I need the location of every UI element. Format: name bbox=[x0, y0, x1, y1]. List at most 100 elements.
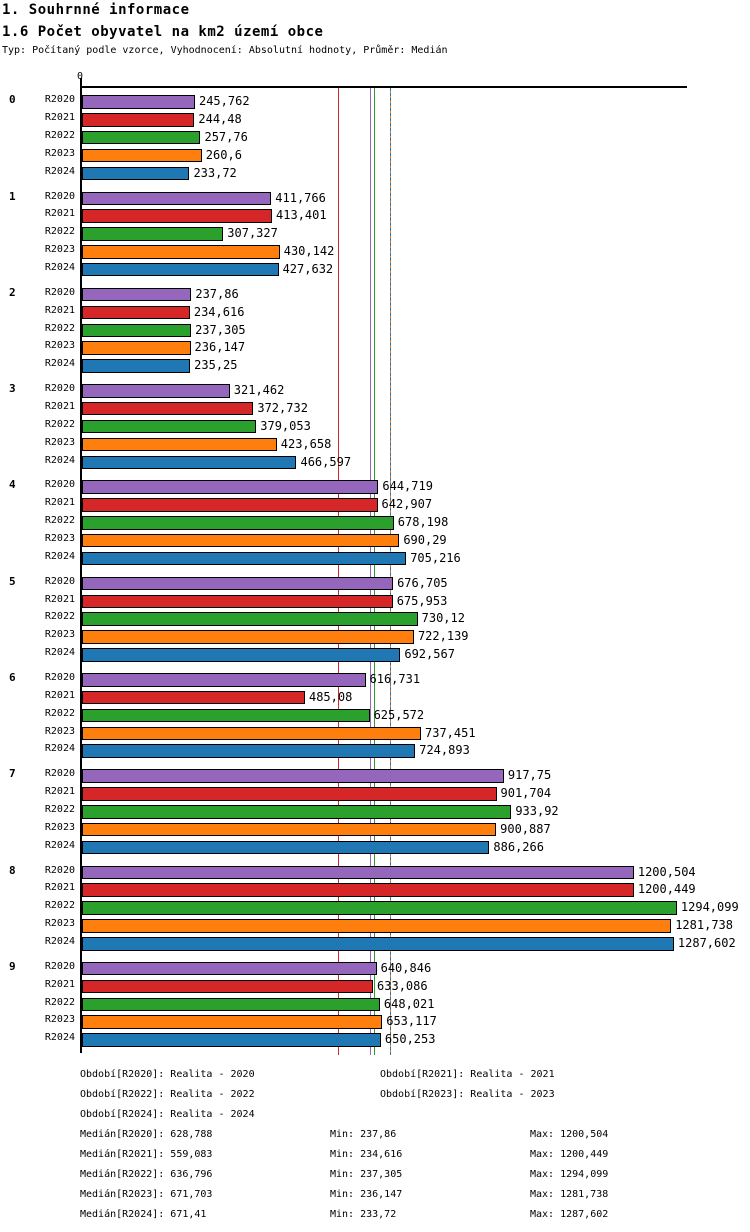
bar-9-r2024 bbox=[82, 1033, 381, 1047]
footer-max-label: Max: 1200,449 bbox=[530, 1149, 609, 1160]
series-label-r2023: R2023 bbox=[44, 147, 75, 159]
bar-4-r2023 bbox=[82, 533, 400, 548]
series-label-r2024: R2024 bbox=[44, 261, 75, 273]
bar-value-label: 633,086 bbox=[377, 978, 428, 993]
bar-value-label: 260,6 bbox=[205, 147, 242, 162]
bar-0-r2024 bbox=[82, 166, 190, 181]
bar-1-r2024 bbox=[82, 262, 279, 277]
bar-8-r2022 bbox=[82, 901, 677, 915]
bar-value-label: 427,632 bbox=[282, 261, 334, 276]
bar-value-label: 485,08 bbox=[308, 689, 353, 704]
bar-value-label: 1200,449 bbox=[637, 882, 696, 897]
series-label-r2024: R2024 bbox=[44, 1032, 75, 1044]
bar-value-label: 737,451 bbox=[425, 725, 476, 740]
footer-median-label: Medián[R2021]: 559,083 bbox=[80, 1149, 213, 1160]
bar-8-r2020 bbox=[82, 865, 634, 880]
bar-6-r2023 bbox=[82, 726, 421, 741]
bar-4-r2022 bbox=[82, 516, 394, 530]
footer-median-label: Medián[R2022]: 636,796 bbox=[80, 1169, 213, 1180]
median-line-r2021 bbox=[338, 88, 340, 1055]
bar-4-r2021 bbox=[82, 498, 378, 512]
series-label-r2021: R2021 bbox=[44, 593, 75, 605]
series-label-r2023: R2023 bbox=[44, 821, 75, 833]
series-label-r2020: R2020 bbox=[44, 190, 75, 202]
bar-value-label: 933,92 bbox=[515, 804, 559, 818]
series-label-r2022: R2022 bbox=[44, 900, 75, 912]
series-label-r2024: R2024 bbox=[44, 454, 75, 466]
bar-3-r2021 bbox=[82, 401, 254, 416]
bar-9-r2021 bbox=[82, 979, 374, 994]
series-label-r2023: R2023 bbox=[44, 436, 75, 448]
bar-value-label: 236,147 bbox=[194, 340, 246, 355]
group-label-8: 8 bbox=[9, 863, 16, 877]
bar-2-r2020 bbox=[82, 287, 192, 302]
bar-value-label: 237,86 bbox=[195, 286, 239, 301]
footer-max-label: Max: 1200,504 bbox=[530, 1129, 609, 1140]
footer-period-label: Období[R2020]: Realita - 2020 bbox=[80, 1069, 255, 1080]
footer-min-label: Min: 237,305 bbox=[330, 1169, 403, 1180]
footer-median-label: Medián[R2024]: 671,41 bbox=[80, 1209, 207, 1220]
series-label-r2023: R2023 bbox=[44, 244, 75, 256]
bar-5-r2021 bbox=[82, 594, 393, 609]
bar-value-label: 917,75 bbox=[507, 768, 552, 783]
series-label-r2020: R2020 bbox=[44, 672, 75, 683]
bar-6-r2024 bbox=[82, 744, 416, 758]
bar-value-label: 678,198 bbox=[397, 515, 449, 530]
bar-8-r2021 bbox=[82, 883, 634, 897]
bar-value-label: 692,567 bbox=[404, 647, 455, 662]
bar-value-label: 722,139 bbox=[417, 629, 469, 644]
bar-2-r2023 bbox=[82, 341, 191, 355]
bar-value-label: 1281,738 bbox=[675, 918, 733, 933]
bar-value-label: 705,216 bbox=[410, 550, 461, 565]
group-label-3: 3 bbox=[9, 382, 16, 396]
bar-value-label: 234,616 bbox=[193, 304, 245, 319]
bar-value-label: 423,658 bbox=[280, 436, 332, 451]
bar-6-r2022 bbox=[82, 708, 370, 723]
series-label-r2021: R2021 bbox=[44, 497, 75, 509]
page-title: 1. Souhrnné informace bbox=[2, 2, 190, 18]
series-label-r2021: R2021 bbox=[44, 304, 75, 316]
series-label-r2020: R2020 bbox=[44, 94, 75, 106]
series-label-r2020: R2020 bbox=[44, 768, 75, 780]
series-label-r2023: R2023 bbox=[44, 918, 75, 930]
series-label-r2024: R2024 bbox=[44, 358, 75, 370]
bar-value-label: 648,021 bbox=[383, 996, 435, 1011]
bar-3-r2023 bbox=[82, 437, 277, 452]
plot-area: 245,762 244,48 257,76 260,6 233,72 411,766 413… bbox=[82, 86, 739, 1055]
series-label-r2022: R2022 bbox=[44, 515, 75, 527]
group-label-4: 4 bbox=[9, 478, 16, 492]
footer-min-label: Min: 233,72 bbox=[330, 1209, 397, 1220]
group-label-0: 0 bbox=[9, 93, 16, 107]
bar-2-r2022 bbox=[82, 323, 192, 337]
series-label-r2024: R2024 bbox=[44, 743, 75, 755]
footer-min-label: Min: 234,616 bbox=[330, 1149, 403, 1160]
series-label-r2022: R2022 bbox=[44, 996, 75, 1008]
bar-value-label: 675,953 bbox=[396, 593, 448, 608]
bar-value-label: 901,704 bbox=[500, 786, 552, 801]
bar-value-label: 235,25 bbox=[194, 358, 238, 373]
series-label-r2021: R2021 bbox=[44, 786, 75, 798]
bar-value-label: 413,401 bbox=[276, 208, 327, 223]
series-label-r2020: R2020 bbox=[44, 864, 75, 876]
median-line-r2020 bbox=[370, 88, 372, 1055]
bar-1-r2021 bbox=[82, 209, 273, 223]
bar-value-label: 886,266 bbox=[493, 839, 544, 854]
bar-9-r2022 bbox=[82, 997, 380, 1012]
bar-value-label: 653,117 bbox=[386, 1014, 437, 1029]
bar-value-label: 730,12 bbox=[421, 611, 465, 626]
bar-value-label: 411,766 bbox=[275, 190, 326, 205]
bar-value-label: 244,48 bbox=[198, 112, 242, 127]
bar-value-label: 1294,099 bbox=[680, 900, 739, 915]
bar-6-r2021 bbox=[82, 690, 305, 705]
series-label-r2020: R2020 bbox=[44, 960, 75, 972]
series-label-r2022: R2022 bbox=[44, 322, 75, 334]
bar-value-label: 644,719 bbox=[382, 479, 433, 494]
footer-median-label: Medián[R2020]: 628,788 bbox=[80, 1129, 213, 1140]
series-label-r2021: R2021 bbox=[44, 208, 75, 220]
group-label-9: 9 bbox=[9, 959, 16, 973]
bar-8-r2024 bbox=[82, 937, 674, 951]
group-label-6: 6 bbox=[9, 671, 16, 684]
series-label-r2022: R2022 bbox=[44, 804, 75, 815]
footer-period-label: Období[R2021]: Realita - 2021 bbox=[380, 1069, 555, 1080]
group-label-5: 5 bbox=[9, 574, 16, 588]
